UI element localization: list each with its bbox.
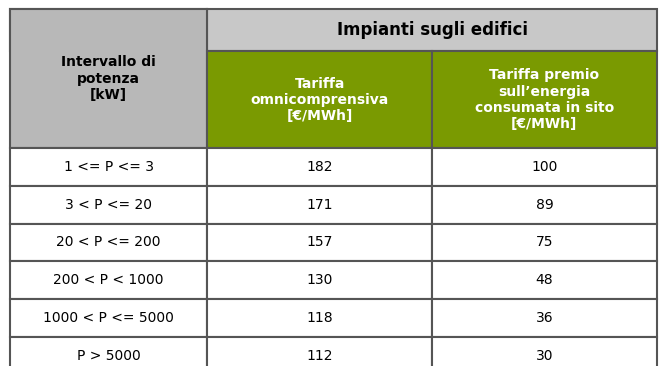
Text: 1 <= P <= 3: 1 <= P <= 3 bbox=[63, 160, 153, 174]
Bar bbox=[10, 148, 207, 186]
Bar bbox=[207, 51, 432, 148]
Text: 200 < P < 1000: 200 < P < 1000 bbox=[53, 273, 164, 287]
Bar bbox=[432, 261, 657, 299]
Text: 48: 48 bbox=[536, 273, 553, 287]
Text: 112: 112 bbox=[306, 348, 333, 363]
Bar bbox=[207, 148, 432, 186]
Text: 182: 182 bbox=[306, 160, 333, 174]
Text: 30: 30 bbox=[536, 348, 553, 363]
Text: 75: 75 bbox=[536, 235, 553, 250]
Text: Tariffa
omnicomprensiva
[€/MWh]: Tariffa omnicomprensiva [€/MWh] bbox=[251, 76, 389, 123]
Bar bbox=[10, 337, 207, 366]
Text: 20 < P <= 200: 20 < P <= 200 bbox=[57, 235, 161, 250]
Bar bbox=[207, 337, 432, 366]
Text: 118: 118 bbox=[306, 311, 333, 325]
Bar bbox=[432, 186, 657, 224]
Text: Impianti sugli edifici: Impianti sugli edifici bbox=[337, 21, 528, 39]
Text: 36: 36 bbox=[536, 311, 553, 325]
Bar bbox=[10, 299, 207, 337]
Text: 3 < P <= 20: 3 < P <= 20 bbox=[65, 198, 152, 212]
Text: 100: 100 bbox=[531, 160, 558, 174]
Text: 157: 157 bbox=[306, 235, 333, 250]
Text: 171: 171 bbox=[306, 198, 333, 212]
Bar bbox=[207, 261, 432, 299]
Text: Tariffa premio
sull’energia
consumata in sito
[€/MWh]: Tariffa premio sull’energia consumata in… bbox=[475, 68, 614, 131]
Bar bbox=[10, 224, 207, 261]
Text: P > 5000: P > 5000 bbox=[77, 348, 141, 363]
Text: 1000 < P <= 5000: 1000 < P <= 5000 bbox=[43, 311, 174, 325]
Text: 89: 89 bbox=[536, 198, 554, 212]
Text: Intervallo di
potenza
[kW]: Intervallo di potenza [kW] bbox=[61, 56, 156, 102]
Bar bbox=[207, 299, 432, 337]
Bar bbox=[432, 299, 657, 337]
Bar bbox=[207, 224, 432, 261]
Bar bbox=[432, 51, 657, 148]
Bar bbox=[432, 224, 657, 261]
Bar bbox=[207, 186, 432, 224]
Bar bbox=[432, 337, 657, 366]
Bar bbox=[10, 9, 207, 148]
Bar bbox=[10, 186, 207, 224]
Text: 130: 130 bbox=[306, 273, 333, 287]
Bar bbox=[432, 148, 657, 186]
Bar bbox=[10, 261, 207, 299]
Bar bbox=[10, 9, 207, 51]
Bar bbox=[207, 9, 657, 51]
